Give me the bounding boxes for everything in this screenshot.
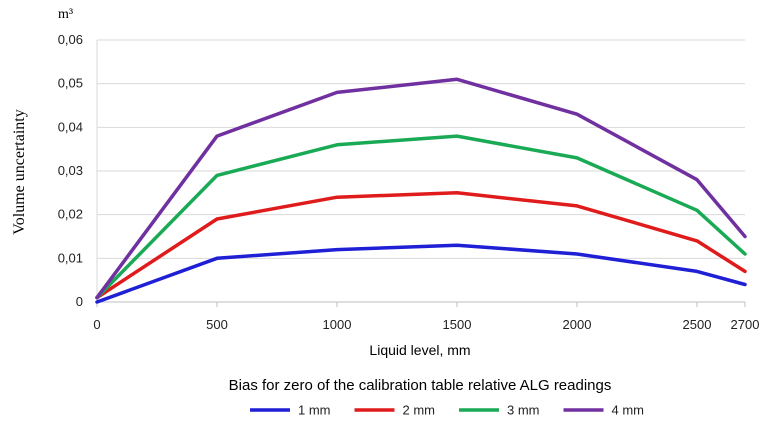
y-tick-labels: 0 0,01 0,02 0,03 0,04 0,05 0,06 [58, 32, 83, 309]
y-tick-label: 0,06 [58, 32, 83, 47]
y-axis-title: Volume uncertainty [11, 109, 28, 234]
legend-label: 4 mm [612, 403, 645, 418]
legend-label: 2 mm [403, 403, 436, 418]
legend-title: Bias for zero of the calibration table r… [229, 377, 612, 394]
legend-label: 1 mm [298, 403, 331, 418]
series-line-3-mm [95, 134, 747, 300]
x-tick-label: 2500 [683, 317, 712, 332]
y-tick-label: 0,03 [58, 163, 83, 178]
series-line-2-mm [95, 191, 747, 300]
y-tick-label: 0,02 [58, 207, 83, 222]
y-tick-label: 0,05 [58, 76, 83, 91]
x-tick-label: 0 [93, 317, 100, 332]
x-tick-label: 2700 [731, 317, 760, 332]
series-lines [95, 77, 747, 304]
x-tick-label: 1000 [323, 317, 352, 332]
y-tick-label: 0,04 [58, 119, 83, 134]
series-line-4-mm [95, 77, 747, 300]
x-tick-label: 500 [206, 317, 228, 332]
series-line-1-mm [95, 243, 747, 304]
y-tick-label: 0 [76, 294, 83, 309]
axes [96, 40, 746, 307]
x-tick-labels: 0 500 1000 1500 2000 2500 2700 [93, 317, 759, 332]
y-tick-label: 0,01 [58, 250, 83, 265]
x-tick-label: 1500 [443, 317, 472, 332]
x-axis-title: Liquid level, mm [369, 342, 470, 358]
legend: 1 mm 2 mm 3 mm 4 mm [250, 403, 644, 418]
legend-label: 3 mm [507, 403, 540, 418]
y-unit-label: m³ [58, 7, 73, 22]
x-tick-label: 2000 [563, 317, 592, 332]
